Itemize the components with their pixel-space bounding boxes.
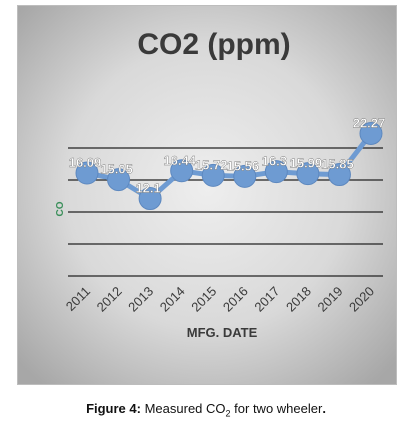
data-point-2018 bbox=[296, 162, 320, 186]
data-markers bbox=[75, 121, 383, 211]
series-line bbox=[86, 131, 373, 202]
caption-text-after: for two wheeler bbox=[234, 401, 323, 416]
x-axis-label: MFG. DATE bbox=[187, 325, 258, 340]
data-point-2019 bbox=[327, 163, 351, 187]
y-axis-label: CO bbox=[55, 201, 66, 216]
caption-figure-number: Figure 4: bbox=[86, 401, 141, 416]
data-point-2011 bbox=[75, 161, 99, 185]
data-label-2020: 22.27 bbox=[353, 115, 386, 130]
data-point-2013 bbox=[138, 187, 162, 211]
series-line-layer bbox=[86, 131, 373, 202]
data-point-2014 bbox=[170, 159, 194, 183]
chart-title: CO2 (ppm) bbox=[137, 28, 290, 61]
data-point-2012 bbox=[107, 168, 131, 192]
data-label-2016: 15.56 bbox=[227, 158, 260, 173]
chart-frame: CO2 (ppm) CO 16.09 15.05 12.1 16.44 15.72 15.… bbox=[17, 5, 397, 385]
data-point-2016 bbox=[233, 164, 257, 188]
data-label-2013: 12.1 bbox=[135, 181, 160, 196]
chart-background bbox=[18, 6, 396, 384]
data-label-2018: 15.99 bbox=[290, 156, 323, 171]
data-point-2020 bbox=[359, 121, 383, 145]
caption-period: . bbox=[322, 401, 326, 416]
caption-subscript: 2 bbox=[225, 408, 231, 419]
data-label-2014: 16.44 bbox=[163, 153, 196, 168]
data-label-2019: 15.85 bbox=[321, 157, 354, 172]
data-label-2011: 16.09 bbox=[69, 155, 102, 170]
data-label-2017: 16.3 bbox=[262, 154, 287, 169]
caption-text: Measured CO bbox=[144, 401, 226, 416]
data-point-2015 bbox=[201, 163, 225, 187]
data-label-2012: 15.05 bbox=[100, 162, 133, 177]
data-point-2017 bbox=[264, 160, 288, 184]
data-label-2015: 15.72 bbox=[195, 157, 228, 172]
figure-caption: Figure 4: Measured CO2 for two wheeler. bbox=[0, 401, 412, 419]
